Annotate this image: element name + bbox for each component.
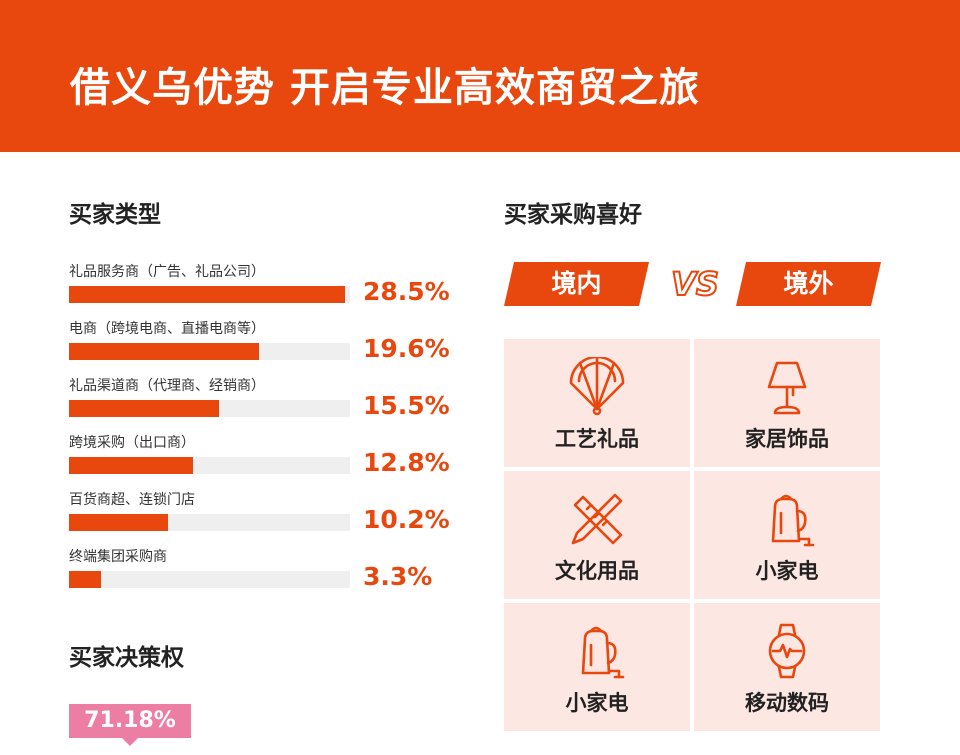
bar-fill <box>69 286 345 303</box>
bar-fill <box>69 343 259 360</box>
preference-title: 买家采购喜好 <box>504 202 642 228</box>
bar-value: 3.3% <box>363 562 433 591</box>
preference-label: 移动数码 <box>745 691 829 715</box>
bar-label: 终端集团采购商 <box>69 549 167 565</box>
badge-pointer <box>122 738 138 746</box>
bar-row: 电商（跨境电商、直播电商等） 19.6% <box>69 319 469 369</box>
bar-value: 15.5% <box>363 391 450 420</box>
bar-track <box>69 457 350 474</box>
preference-label: 工艺礼品 <box>555 427 639 451</box>
page-title: 借义乌优势 开启专业高效商贸之旅 <box>70 65 700 111</box>
decision-title: 买家决策权 <box>69 645 184 671</box>
kettle-icon <box>771 494 815 547</box>
bar-fill <box>69 400 219 417</box>
preference-label: 小家电 <box>755 559 819 583</box>
preference-cell: 工艺礼品 <box>504 339 690 467</box>
bar-row: 百货商超、连锁门店 10.2% <box>69 490 469 540</box>
preference-cell: 文化用品 <box>504 471 690 599</box>
buyer-types-title: 买家类型 <box>69 202 161 228</box>
bar-track <box>69 514 350 531</box>
bar-label: 礼品服务商（广告、礼品公司） <box>69 264 265 280</box>
kettle-icon <box>581 626 625 679</box>
bar-label: 百货商超、连锁门店 <box>69 492 195 508</box>
bar-label: 电商（跨境电商、直播电商等） <box>69 321 265 337</box>
bar-value: 19.6% <box>363 334 450 363</box>
bar-value: 12.8% <box>363 448 450 477</box>
preference-label: 小家电 <box>565 691 629 715</box>
bar-track <box>69 571 350 588</box>
bar-track <box>69 400 350 417</box>
bar-fill <box>69 457 193 474</box>
bar-track <box>69 286 350 303</box>
bar-row: 终端集团采购商 3.3% <box>69 547 469 597</box>
lamp-icon <box>767 361 807 415</box>
bar-value: 28.5% <box>363 277 450 306</box>
bar-label: 礼品渠道商（代理商、经销商） <box>69 378 265 394</box>
smartwatch-icon <box>768 623 806 679</box>
bar-row: 礼品服务商（广告、礼品公司） 28.5% <box>69 262 469 312</box>
preference-cell: 小家电 <box>694 471 880 599</box>
header-banner: 借义乌优势 开启专业高效商贸之旅 <box>0 0 960 152</box>
bar-value: 10.2% <box>363 505 450 534</box>
vs-label: VS <box>670 264 720 304</box>
bar-row: 跨境采购（出口商） 12.8% <box>69 433 469 483</box>
bar-row: 礼品渠道商（代理商、经销商） 15.5% <box>69 376 469 426</box>
fan-icon <box>569 357 625 416</box>
preference-cell: 小家电 <box>504 603 690 731</box>
preference-grid: 工艺礼品 家居饰品 文化用品 小家电 <box>504 339 880 731</box>
bar-label: 跨境采购（出口商） <box>69 435 195 451</box>
bar-fill <box>69 514 168 531</box>
decision-badge: 71.18% <box>69 704 191 738</box>
bar-track <box>69 343 350 360</box>
ruler-pencil-icon <box>571 493 623 545</box>
bar-fill <box>69 571 101 588</box>
preference-cell: 移动数码 <box>694 603 880 731</box>
preference-label: 家居饰品 <box>745 427 829 451</box>
preference-cell: 家居饰品 <box>694 339 880 467</box>
overseas-tag: 境外 <box>736 262 881 306</box>
preference-label: 文化用品 <box>555 559 639 583</box>
domestic-tag: 境内 <box>504 262 649 306</box>
